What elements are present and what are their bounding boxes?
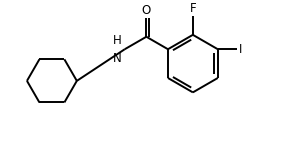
Text: O: O [142,4,151,17]
Text: F: F [190,2,196,15]
Text: H: H [113,34,122,47]
Text: I: I [239,43,242,56]
Text: N: N [113,52,122,65]
